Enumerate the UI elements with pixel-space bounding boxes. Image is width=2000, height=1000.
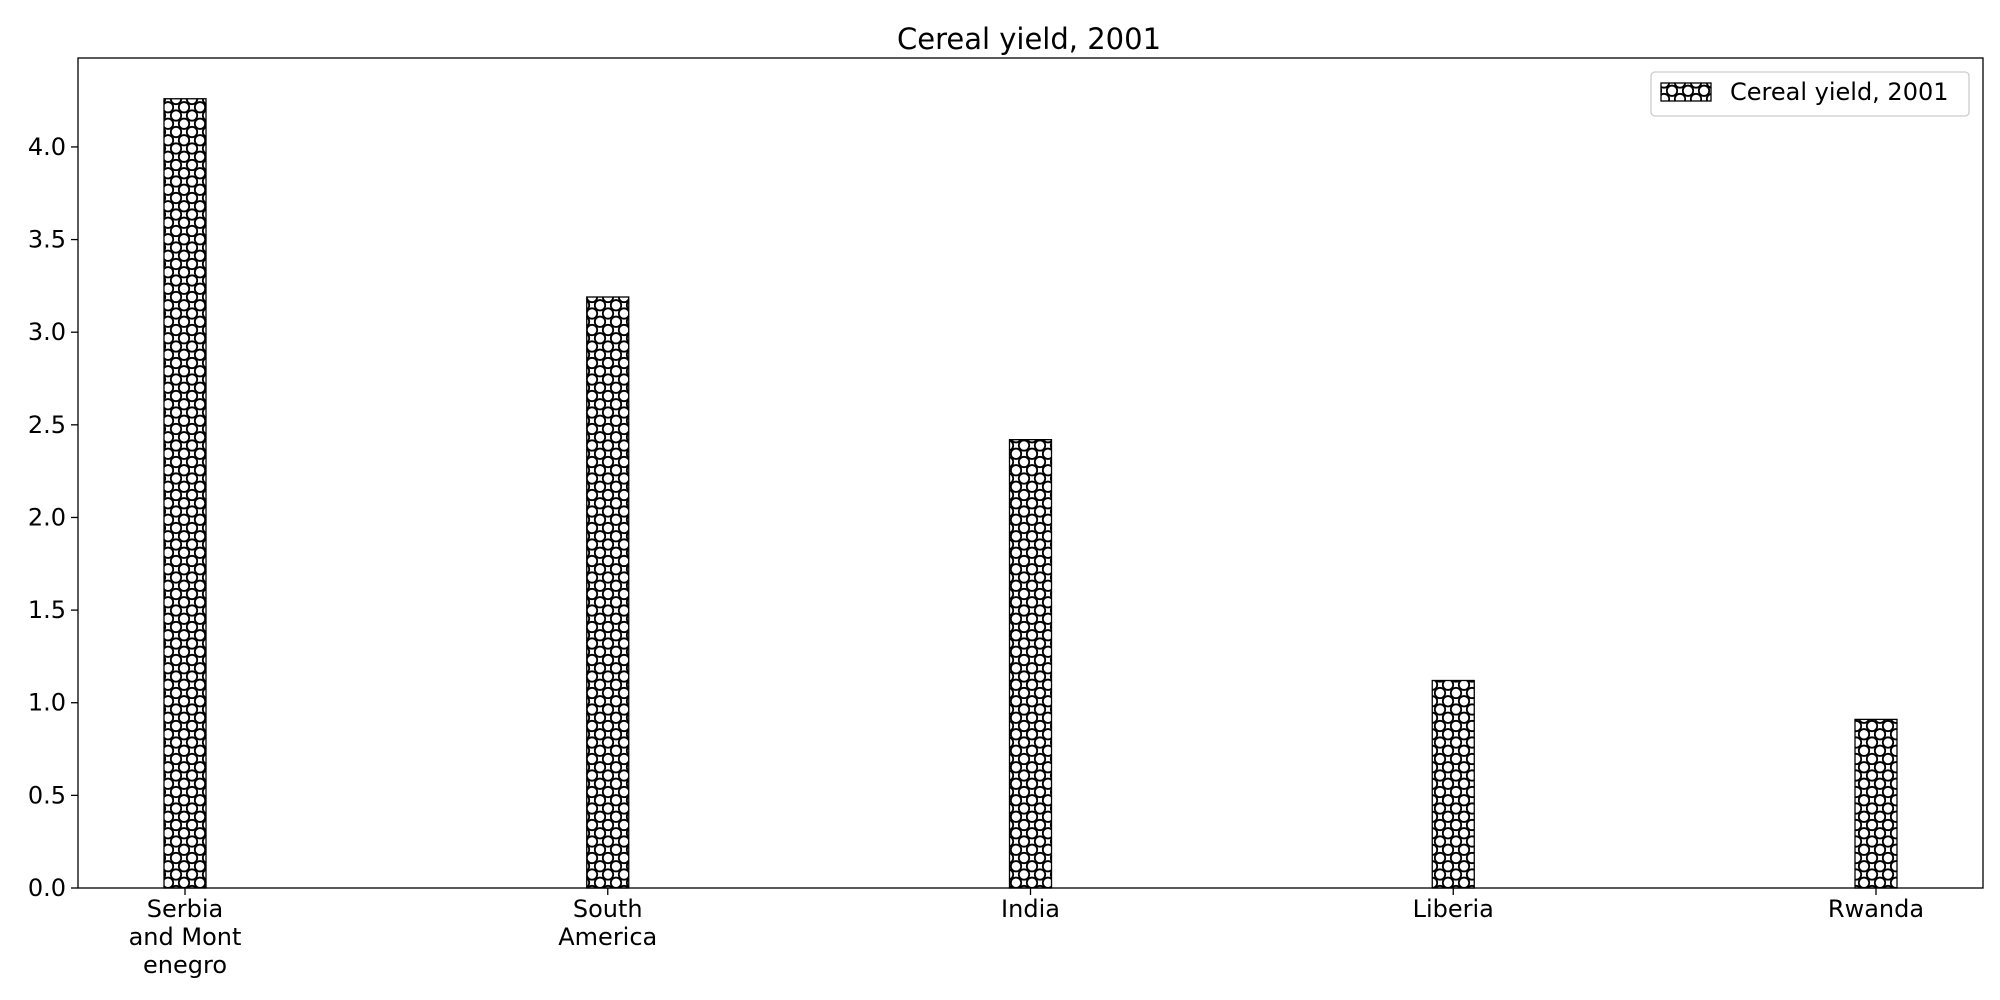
legend-swatch xyxy=(1660,82,1712,102)
chart-title: Cereal yield, 2001 xyxy=(897,22,1161,56)
x-axis: Serbia and Mont enegro South America India Lib… xyxy=(129,888,1924,979)
bar-india xyxy=(1008,439,1053,889)
y-tick-label: 0.0 xyxy=(28,874,66,902)
y-tick-label: 3.0 xyxy=(28,318,66,346)
y-axis: 0.0 0.5 1.0 1.5 2.0 2.5 3.0 3.5 4.0 xyxy=(28,133,78,902)
y-tick-label: 2.5 xyxy=(28,411,66,439)
legend-label: Cereal yield, 2001 xyxy=(1730,78,1949,106)
x-tick-label: South America xyxy=(558,895,657,951)
y-tick-label: 0.5 xyxy=(28,781,66,809)
x-tick-label: Serbia and Mont enegro xyxy=(129,895,242,979)
y-tick-label: 4.0 xyxy=(28,133,66,161)
x-tick-label: India xyxy=(1001,895,1060,923)
legend: Cereal yield, 2001 xyxy=(1650,71,1970,117)
x-tick-label: Rwanda xyxy=(1828,895,1924,923)
y-tick-label: 1.0 xyxy=(28,689,66,717)
bar-rwanda xyxy=(1854,718,1898,889)
bars-group xyxy=(163,98,1898,889)
plot-area-frame xyxy=(77,57,1984,889)
y-tick-label: 3.5 xyxy=(28,226,66,254)
bar-south-america xyxy=(586,296,630,889)
x-tick-label-line: India xyxy=(1001,895,1060,923)
y-tick-label: 2.0 xyxy=(28,503,66,531)
x-tick-label-line: America xyxy=(558,923,657,951)
x-tick-label-line: Serbia xyxy=(147,895,223,923)
x-tick-label-line: Liberia xyxy=(1413,895,1494,923)
bar-liberia xyxy=(1431,679,1475,889)
x-tick-label: Liberia xyxy=(1413,895,1494,923)
x-tick-label-line: Rwanda xyxy=(1828,895,1924,923)
x-tick-label-line: and Mont xyxy=(129,923,242,951)
legend-box xyxy=(1650,71,1970,117)
x-tick-label-line: South xyxy=(573,895,643,923)
x-tick-label-line: enegro xyxy=(143,951,227,979)
y-tick-label: 1.5 xyxy=(28,596,66,624)
bar-serbia-and-montenegro xyxy=(163,98,207,889)
